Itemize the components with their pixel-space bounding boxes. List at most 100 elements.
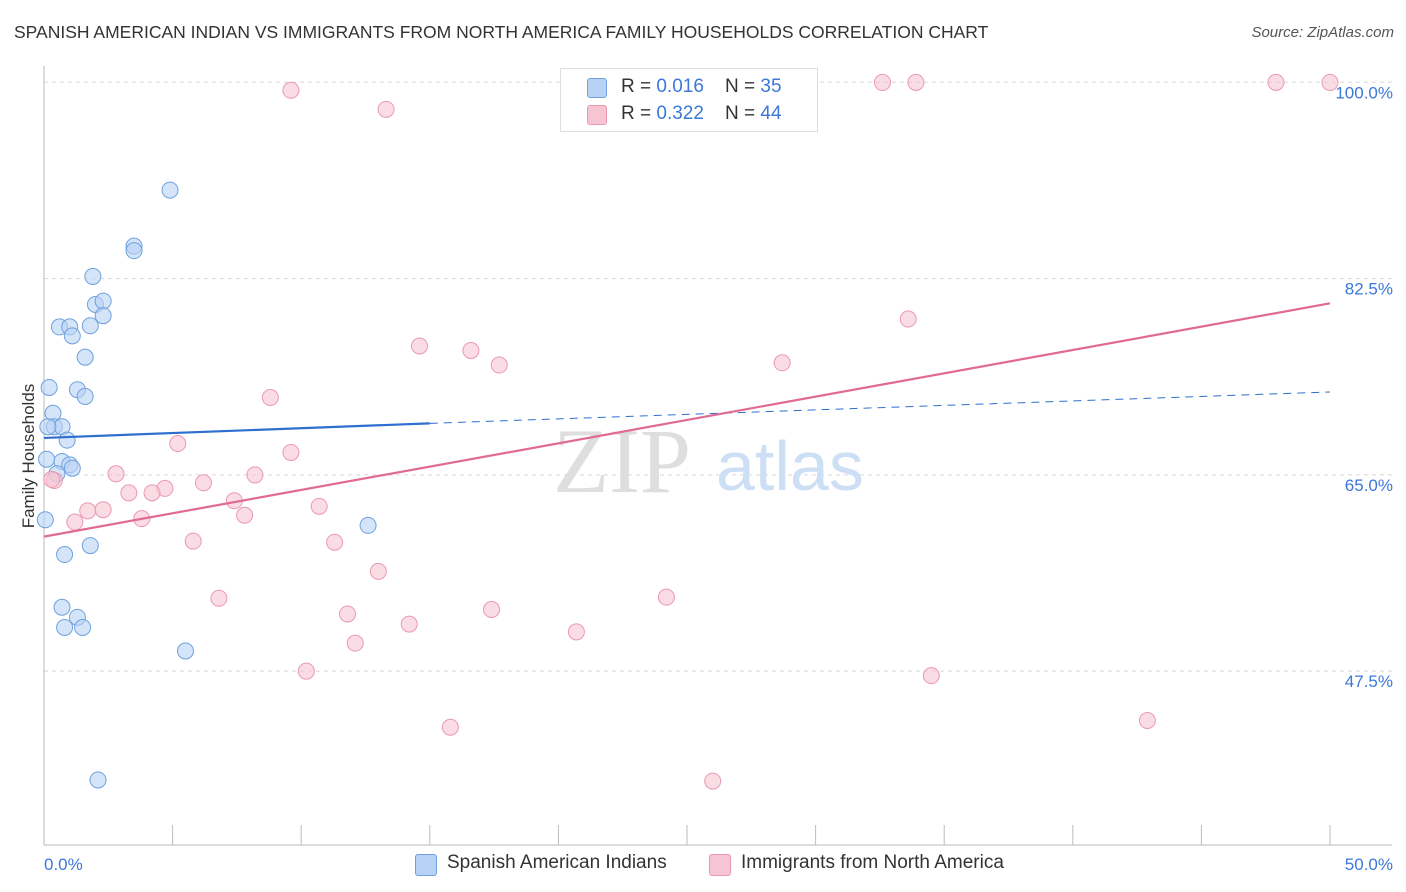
x-tick-label: 0.0% [44,855,83,874]
point-spanish-american-indians [94,307,112,325]
watermark-zip: ZIP [553,410,691,512]
n-label: N = [725,103,761,124]
point-spanish-american-indians [94,292,112,310]
point-spanish-american-indians [63,459,81,477]
point-immigrants-north-america [490,356,508,374]
n-label: N = [725,76,761,97]
y-tick-label: 65.0% [1345,476,1393,495]
point-immigrants-north-america [704,772,722,790]
point-immigrants-north-america [483,601,501,618]
point-immigrants-north-america [441,718,459,736]
point-immigrants-north-america [184,532,202,550]
point-immigrants-north-america [210,589,228,607]
trend-line-immigrants-north-america [43,302,1331,538]
point-spanish-american-indians [38,450,56,468]
point-spanish-american-indians [359,516,377,534]
point-immigrants-north-america [873,73,891,91]
grid-lines [44,81,1392,672]
point-immigrants-north-america [282,81,300,99]
point-spanish-american-indians [89,771,107,789]
point-immigrants-north-america [79,502,97,520]
point-spanish-american-indians [76,387,94,405]
y-tick-label: 82.5% [1345,280,1393,299]
point-spanish-american-indians [63,327,81,345]
point-spanish-american-indians [161,181,179,199]
watermark-atlas: atlas [716,427,864,505]
point-immigrants-north-america [907,73,925,91]
point-spanish-american-indians [39,418,57,436]
point-immigrants-north-america [169,435,187,453]
blue-swatch [415,854,437,876]
point-immigrants-north-america [143,484,161,502]
trend-lines [43,302,1331,538]
point-immigrants-north-america [43,470,61,488]
point-immigrants-north-america [1267,73,1285,91]
y-tick-label: 47.5% [1345,672,1393,691]
tick-labels: 47.5% 65.0% 82.5% 100.0% 0.0% 50.0% [44,83,1393,874]
point-immigrants-north-america [310,497,328,515]
point-spanish-american-indians [84,267,102,285]
pink-swatch [587,105,607,125]
stats-legend: R = 0.016 N = 35 R = 0.322 N = 44 [560,68,818,132]
point-immigrants-north-america [107,465,125,483]
r-value: 0.016 [656,76,704,97]
point-immigrants-north-america [377,100,395,118]
point-immigrants-north-america [326,533,344,551]
series-legend: Spanish American Indians Immigrants from… [0,851,1406,879]
point-spanish-american-indians [176,642,194,660]
trend-line-spanish-american-indians [43,422,430,440]
point-spanish-american-indians [56,618,74,636]
point-spanish-american-indians [58,431,76,449]
point-spanish-american-indians [74,618,92,636]
point-spanish-american-indians [56,546,74,564]
point-immigrants-north-america [411,337,429,355]
point-immigrants-north-america [567,623,585,641]
point-immigrants-north-america [66,513,84,531]
point-immigrants-north-america [1321,73,1339,91]
y-tick-label: 100.0% [1335,83,1393,102]
point-immigrants-north-america [400,615,418,633]
source-attribution: Source: ZipAtlas.com [1251,24,1394,41]
x-tick-label: 50.0% [1345,855,1393,874]
point-immigrants-north-america [462,341,480,359]
point-immigrants-north-america [922,667,940,685]
point-spanish-american-indians [36,511,54,529]
blue-swatch [587,78,607,98]
y-axis-label: Family Households [19,384,38,529]
point-immigrants-north-america [282,444,300,461]
r-label: R = [621,103,657,124]
point-immigrants-north-america [94,501,112,519]
r-value: 0.322 [656,103,704,124]
point-immigrants-north-america [1138,712,1156,730]
n-value: 44 [760,103,782,124]
point-immigrants-north-america [369,562,387,580]
point-immigrants-north-america [657,588,675,606]
point-immigrants-north-america [194,474,212,492]
r-label: R = [621,76,657,97]
point-spanish-american-indians [125,242,143,260]
point-spanish-american-indians [81,317,99,335]
pink-swatch [709,854,731,876]
point-spanish-american-indians [53,598,71,616]
stats-legend-row-pink: R = 0.322 N = 44 [561,101,817,127]
legend-label: Immigrants from North America [741,852,1004,873]
point-spanish-american-indians [81,537,99,555]
point-immigrants-north-america [246,466,264,484]
legend-label: Spanish American Indians [447,852,667,873]
n-value: 35 [760,76,782,97]
point-immigrants-north-america [899,310,917,328]
point-spanish-american-indians [40,378,58,396]
point-immigrants-north-america [346,634,364,652]
point-immigrants-north-america [261,389,279,407]
stats-legend-row-blue: R = 0.016 N = 35 [561,74,817,100]
data-points [36,73,1339,790]
chart-title: SPANISH AMERICAN INDIAN VS IMMIGRANTS FR… [14,22,989,42]
point-immigrants-north-america [338,605,356,623]
point-immigrants-north-america [236,506,254,524]
point-spanish-american-indians [76,348,94,366]
watermark: ZIP atlas [553,410,864,512]
point-immigrants-north-america [120,484,138,502]
point-immigrants-north-america [773,354,791,372]
trend-line-extension [429,391,1331,424]
